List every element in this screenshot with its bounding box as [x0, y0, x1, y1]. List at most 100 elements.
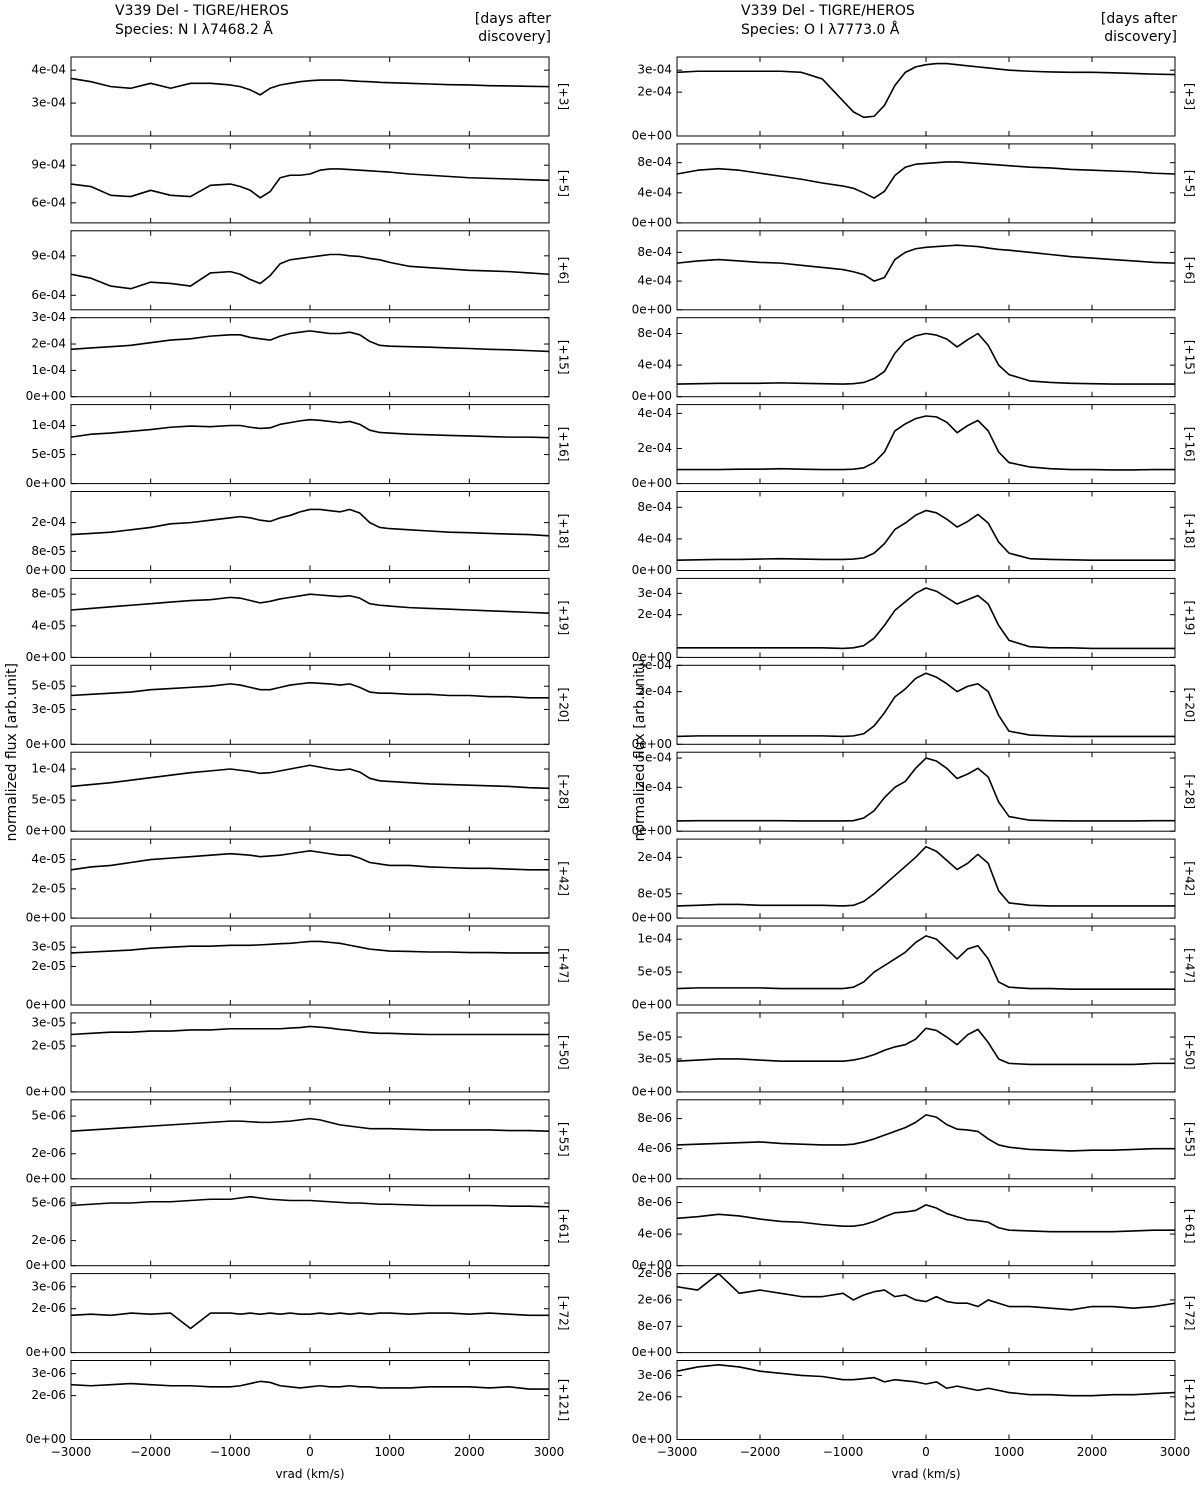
panel-label: [+15]: [1183, 340, 1197, 375]
spectrum-line: [70, 330, 550, 353]
y-tick-label: 8e-06: [637, 1111, 672, 1125]
y-tick-label: 3e-04: [637, 63, 672, 77]
y-tick-label: 0e+00: [632, 215, 672, 229]
panel-frame: [676, 1360, 1176, 1440]
panel-label: [+47]: [1183, 948, 1197, 983]
y-tick-label: 6e-04: [31, 195, 66, 209]
panel: 0e+00 2e-05 3e-05 [+47]: [26, 925, 571, 1012]
side-title: [days after: [1101, 11, 1177, 27]
y-tick-label: 2e-04: [31, 515, 66, 529]
panel-label: [+18]: [557, 514, 571, 549]
panel-label: [+28]: [557, 774, 571, 809]
y-tick-label: 5e-05: [31, 447, 66, 461]
spectrum-line: [70, 593, 550, 614]
panel-frame: [70, 1273, 550, 1354]
panel-frame: [676, 143, 1176, 224]
y-tick-label: 5e-06: [31, 1196, 66, 1210]
x-tick-label: 1000: [994, 1445, 1025, 1459]
y-tick-label: 0e+00: [26, 389, 66, 403]
spectrum-line: [676, 161, 1176, 199]
panel-label: [+5]: [1183, 170, 1197, 197]
panel-frame: [676, 925, 1176, 1006]
spectrum-line: [676, 1027, 1175, 1066]
y-tick-label: 6e-04: [31, 288, 66, 302]
y-tick-label: 2e-06: [31, 1233, 66, 1247]
spectrum-line: [70, 850, 549, 871]
x-tick-label: 0: [922, 1445, 930, 1459]
panel-label: [+5]: [557, 170, 571, 197]
panel: 0e+00 2e-04 3e-04 [+3]: [632, 56, 1197, 143]
y-tick-label: 0e+00: [26, 1345, 66, 1359]
spectrum-line: [70, 253, 550, 290]
panel-frame: [676, 317, 1176, 398]
y-tick-label: 2e-04: [637, 607, 672, 621]
y-tick-label: 2e-06: [31, 1301, 66, 1315]
y-tick-label: 3e-06: [31, 1366, 66, 1380]
panel: 0e+00 2e-04 3e-04 [+20]: [632, 658, 1197, 751]
x-tick-label: −1000: [210, 1445, 251, 1459]
panel: 0e+00 1e-04 2e-04 3e-04 [+15]: [26, 310, 571, 403]
panel-frame: [70, 404, 550, 485]
y-tick-label: 0e+00: [632, 476, 672, 490]
x-tick-label: 3000: [1160, 1445, 1191, 1459]
panel: 0e+00 3e-04 5e-04 [+28]: [632, 751, 1197, 838]
y-tick-label: 0e+00: [26, 911, 66, 925]
spectrum-line: [676, 62, 1176, 119]
y-tick-label: 9e-04: [31, 158, 66, 172]
spectrum-line: [70, 1312, 549, 1330]
y-tick-label: 1e-04: [31, 761, 66, 775]
spectrum-line: [70, 418, 550, 439]
y-tick-label: 3e-04: [31, 96, 66, 110]
y-tick-label: 4e-06: [637, 1227, 672, 1241]
side-title: discovery]: [478, 29, 551, 45]
y-tick-label: 0e+00: [26, 1432, 66, 1446]
y-tick-label: 5e-05: [31, 793, 66, 807]
spectrum-line: [70, 1025, 549, 1036]
y-tick-label: 3e-06: [31, 1279, 66, 1293]
spectrum-line: [70, 764, 550, 790]
panel-label: [+20]: [1183, 687, 1197, 722]
y-tick-label: 2e-06: [637, 1389, 672, 1403]
x-axis-label: vrad (km/s): [891, 1467, 960, 1481]
panel-label: [+55]: [557, 1122, 571, 1157]
panel-frame: [70, 143, 550, 224]
spectrum-line: [70, 681, 549, 699]
y-tick-label: 2e-04: [637, 850, 672, 864]
y-tick-label: 1e-04: [31, 363, 66, 377]
y-tick-label: 5e-05: [637, 965, 672, 979]
y-tick-label: 0e+00: [26, 1171, 66, 1185]
panel-frame: [676, 1186, 1176, 1267]
x-tick-label: 0: [306, 1445, 314, 1459]
panel: 0e+00 2e-06 5e-06 [+55]: [26, 1099, 571, 1185]
y-tick-label: 0e+00: [26, 737, 66, 751]
y-tick-label: 0e+00: [632, 737, 672, 751]
y-tick-label: 2e-04: [637, 85, 672, 99]
panel-frame: [70, 1099, 550, 1180]
y-tick-label: 4e-06: [637, 1141, 672, 1155]
y-tick-label: 0e+00: [632, 1084, 672, 1098]
panel: 3e-04 4e-04 [+3]: [31, 56, 571, 137]
y-tick-label: 1e-04: [637, 932, 672, 946]
panel: 0e+00 3e-05 5e-05 [+20]: [26, 664, 571, 751]
spectrum-line: [676, 672, 1175, 738]
y-tick-label: 0e+00: [26, 650, 66, 664]
panel: 0e+00 4e-06 8e-06 [+55]: [632, 1099, 1197, 1185]
x-tick-label: −2000: [740, 1445, 781, 1459]
y-tick-label: 3e-05: [637, 1051, 672, 1065]
panel: 6e-04 9e-04 [+6]: [31, 230, 571, 311]
y-tick-label: 3e-04: [637, 586, 672, 600]
y-tick-label: 2e-04: [637, 441, 672, 455]
panel: 0e+00 2e-06 5e-06 [+61]: [26, 1186, 571, 1272]
panel-label: [+42]: [1183, 861, 1197, 896]
y-tick-label: 8e-07: [637, 1319, 672, 1333]
panel-label: [+61]: [1183, 1209, 1197, 1244]
spectrum-line: [676, 332, 1175, 385]
panel-label: [+72]: [1183, 1296, 1197, 1331]
panel: 0e+00 2e-06 3e-06 −3000 −2000 −1000 0 1000 2000 3…: [632, 1360, 1197, 1459]
panel-frame: [676, 664, 1176, 745]
y-tick-label: 0e+00: [26, 476, 66, 490]
panel: 0e+00 4e-04 8e-04 [+15]: [632, 317, 1197, 403]
panel-frame: [70, 751, 550, 832]
y-tick-label: 3e-04: [637, 780, 672, 794]
